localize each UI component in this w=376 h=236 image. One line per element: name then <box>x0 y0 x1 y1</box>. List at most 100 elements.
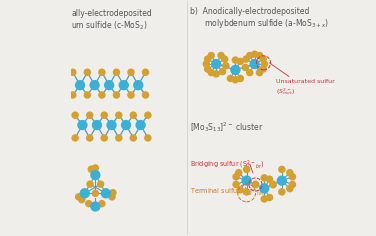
Text: Terminal sulfur (S$_2^{2-}$$_{ter}$): Terminal sulfur (S$_2^{2-}$$_{ter}$) <box>190 186 267 199</box>
Circle shape <box>86 180 94 188</box>
Circle shape <box>204 55 211 63</box>
Circle shape <box>90 201 100 212</box>
Circle shape <box>130 134 137 142</box>
Circle shape <box>69 68 77 76</box>
Text: Unsaturated sulfur
$(S^{2-}_{mot})$: Unsaturated sulfur $(S^{2-}_{mot})$ <box>270 63 335 97</box>
Circle shape <box>101 188 111 198</box>
Circle shape <box>256 52 263 59</box>
Circle shape <box>75 80 85 90</box>
Circle shape <box>269 181 277 189</box>
Circle shape <box>78 196 86 203</box>
Circle shape <box>259 65 267 73</box>
Circle shape <box>121 120 131 130</box>
Circle shape <box>109 189 117 196</box>
Circle shape <box>261 60 268 68</box>
Circle shape <box>89 80 100 90</box>
Circle shape <box>98 200 106 207</box>
Circle shape <box>77 120 88 130</box>
Circle shape <box>232 173 240 181</box>
Circle shape <box>266 176 273 183</box>
Circle shape <box>261 195 268 203</box>
Circle shape <box>118 80 129 90</box>
Circle shape <box>88 165 95 173</box>
Circle shape <box>98 91 106 99</box>
Circle shape <box>266 194 273 201</box>
Circle shape <box>75 193 82 201</box>
Circle shape <box>261 174 268 181</box>
Circle shape <box>208 52 215 59</box>
Circle shape <box>115 111 123 119</box>
Circle shape <box>259 183 270 194</box>
Circle shape <box>144 134 152 142</box>
Circle shape <box>222 62 230 70</box>
Circle shape <box>83 91 91 99</box>
Circle shape <box>217 52 225 59</box>
Circle shape <box>289 173 296 181</box>
Circle shape <box>90 170 100 180</box>
Circle shape <box>208 69 215 76</box>
Circle shape <box>69 91 77 99</box>
Circle shape <box>232 181 240 188</box>
Circle shape <box>249 59 260 69</box>
Circle shape <box>85 200 92 207</box>
Circle shape <box>203 60 210 68</box>
Circle shape <box>237 75 244 82</box>
Text: ally-electrodeposited
um sulfide (c-MoS$_2$): ally-electrodeposited um sulfide (c-MoS$… <box>71 9 152 32</box>
Circle shape <box>246 69 253 76</box>
Circle shape <box>113 68 120 76</box>
Circle shape <box>71 111 79 119</box>
Circle shape <box>86 134 94 142</box>
Circle shape <box>127 68 135 76</box>
Circle shape <box>221 55 229 63</box>
Circle shape <box>130 111 137 119</box>
Circle shape <box>237 186 244 194</box>
Circle shape <box>246 52 253 59</box>
Circle shape <box>251 51 258 58</box>
Text: [Mo$_3$S$_{13}$]$^{2-}$ cluster: [Mo$_3$S$_{13}$]$^{2-}$ cluster <box>190 120 264 134</box>
Circle shape <box>108 193 116 201</box>
Circle shape <box>135 120 146 130</box>
Circle shape <box>212 70 220 78</box>
Circle shape <box>286 169 294 177</box>
Circle shape <box>232 76 239 84</box>
Circle shape <box>100 134 108 142</box>
Circle shape <box>106 120 117 130</box>
Circle shape <box>144 111 152 119</box>
Circle shape <box>113 91 120 99</box>
Circle shape <box>256 69 263 76</box>
Circle shape <box>230 65 241 75</box>
Circle shape <box>83 68 91 76</box>
Circle shape <box>92 120 102 130</box>
Circle shape <box>142 68 149 76</box>
Circle shape <box>219 68 226 75</box>
Circle shape <box>80 188 90 198</box>
Circle shape <box>277 176 287 186</box>
Circle shape <box>242 64 249 71</box>
Circle shape <box>71 134 79 142</box>
Circle shape <box>104 80 114 90</box>
Circle shape <box>211 59 221 69</box>
Circle shape <box>142 91 149 99</box>
Circle shape <box>243 188 250 196</box>
Circle shape <box>286 185 294 192</box>
Circle shape <box>235 169 243 177</box>
Circle shape <box>227 75 234 82</box>
Circle shape <box>241 176 252 186</box>
Circle shape <box>92 164 99 172</box>
Circle shape <box>243 166 250 173</box>
Circle shape <box>232 56 239 64</box>
Circle shape <box>127 91 135 99</box>
Circle shape <box>98 68 106 76</box>
Circle shape <box>115 134 123 142</box>
Circle shape <box>252 181 259 189</box>
Circle shape <box>97 180 105 188</box>
Circle shape <box>289 181 296 188</box>
Circle shape <box>100 111 108 119</box>
Circle shape <box>204 65 211 73</box>
Circle shape <box>92 190 99 197</box>
Circle shape <box>133 80 143 90</box>
Circle shape <box>278 188 286 196</box>
Circle shape <box>243 55 250 63</box>
Circle shape <box>278 166 286 173</box>
Circle shape <box>237 58 244 65</box>
